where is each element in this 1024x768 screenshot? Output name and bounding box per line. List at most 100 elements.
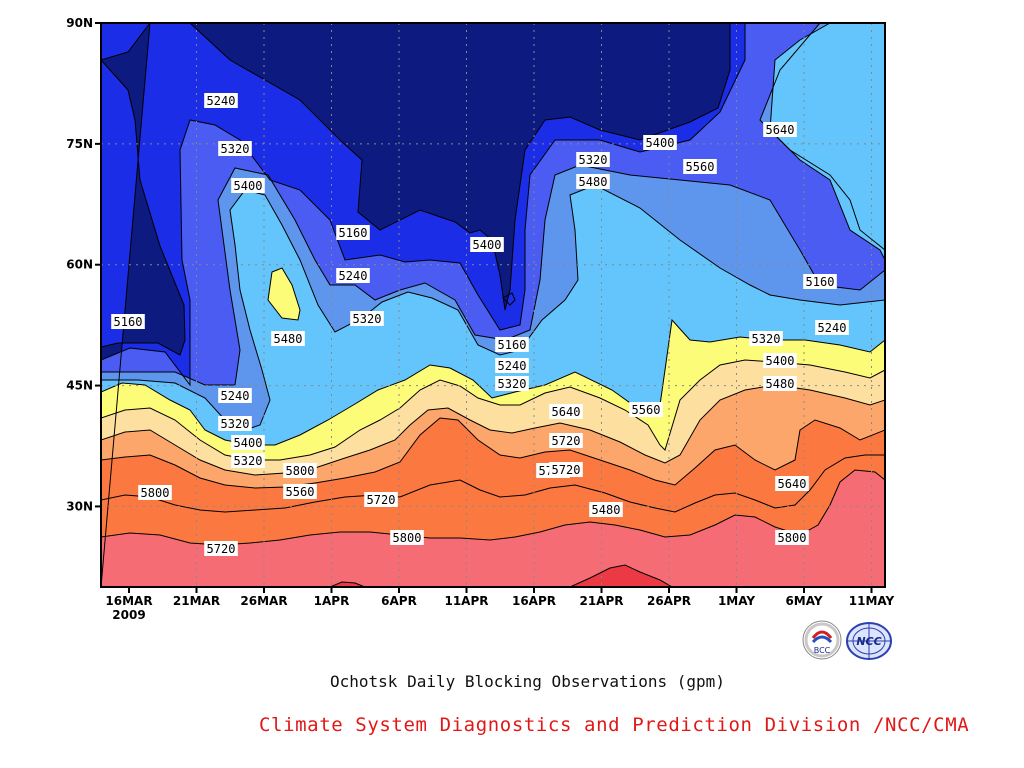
contour-label: 5640 [549,404,583,419]
x-year-label: 2009 [112,608,145,622]
x-tick-label: 16MAR [105,594,152,608]
contour-label: 5480 [271,331,305,346]
contour-label: 5320 [218,141,252,156]
svg-text:5240: 5240 [818,321,847,335]
y-tick-label: 60N [66,258,93,272]
band-5480-island [268,268,300,320]
contour-label: 5480 [589,502,623,517]
svg-text:5160: 5160 [339,226,368,240]
svg-text:5560: 5560 [686,160,715,174]
contour-label: 5320 [495,376,529,391]
contour-label: 5560 [629,402,663,417]
svg-text:5640: 5640 [766,123,795,137]
contour-label: 5800 [283,463,317,478]
svg-text:5720: 5720 [552,434,581,448]
contour-line [329,564,673,587]
x-tick-label: 11MAY [849,594,895,608]
band-above-5880 [330,565,672,587]
plot-frame [100,22,886,588]
svg-text:5320: 5320 [234,454,263,468]
x-tick-label: 1APR [314,594,350,608]
y-axis: 90N 75N 60N 45N 30N [66,16,101,513]
contour-line [101,454,885,587]
svg-text:5800: 5800 [393,531,422,545]
x-tick-label: 21MAR [173,594,220,608]
svg-text:5480: 5480 [592,503,621,517]
x-tick-label: 6APR [381,594,417,608]
y-tick-label: 45N [66,379,93,393]
svg-text:BCC: BCC [814,646,831,655]
contour-label: 5480 [763,376,797,391]
contour-bands [101,23,885,587]
x-tick-label: 26MAR [240,594,287,608]
contour-label: 5240 [495,358,529,373]
svg-text:5240: 5240 [339,269,368,283]
contour-line [267,267,301,321]
contour-labels: 5240 5320 5400 5160 5240 5320 5480 5160 5240 5320… [111,93,849,556]
svg-text:5240: 5240 [221,389,250,403]
svg-text:5320: 5320 [579,153,608,167]
svg-text:5320: 5320 [353,312,382,326]
x-tick-label: 11APR [444,594,488,608]
contour-line [101,469,885,587]
contour-line [101,318,885,587]
svg-text:5160: 5160 [114,315,143,329]
svg-text:5480: 5480 [579,175,608,189]
bcc-logo: BCC [802,620,842,660]
contour-label: 5160 [495,337,529,352]
contour-label: 5320 [749,331,783,346]
y-tick-label: 30N [66,499,93,513]
contour-line [101,23,885,587]
y-tick-label: 90N [66,16,93,30]
svg-text:5400: 5400 [234,436,263,450]
contour-line [101,384,885,587]
contour-label: 5720 [364,492,398,507]
contour-label: 5720 [549,433,583,448]
svg-text:5800: 5800 [141,486,170,500]
contour-label: 5240 [336,268,370,283]
contour-label: 5400 [643,135,677,150]
contour-line [101,417,885,587]
division-caption: Climate System Diagnostics and Predictio… [259,714,970,736]
contour-label: 5160 [803,274,837,289]
contour-label: 5320 [350,311,384,326]
x-tick-label: 21APR [579,594,623,608]
svg-text:5320: 5320 [221,417,250,431]
x-tick-label: 1MAY [718,594,755,608]
contour-label: 5720 [204,541,238,556]
contour-label: 5640 [763,122,797,137]
svg-text:5800: 5800 [286,464,315,478]
ncc-logo: NCC [846,622,892,660]
contour-label: 5720 [549,462,583,477]
contour-label: 5800 [138,485,172,500]
svg-text:5320: 5320 [752,332,781,346]
svg-text:5800: 5800 [778,531,807,545]
svg-text:5640: 5640 [552,405,581,419]
x-tick-label: 16APR [512,594,556,608]
svg-text:5720: 5720 [207,542,236,556]
contour-label: 5320 [218,416,252,431]
contour-label: 5400 [231,435,265,450]
svg-text:5560: 5560 [632,403,661,417]
contour-label: 5320 [231,453,265,468]
y-tick-label: 75N [66,137,93,151]
band-5880 [101,470,885,587]
contour-line [101,23,885,587]
svg-text:5320: 5320 [221,142,250,156]
contour-label: 5240 [218,388,252,403]
svg-text:5240: 5240 [207,94,236,108]
svg-text:5560: 5560 [286,485,315,499]
svg-text:5720: 5720 [552,463,581,477]
contour-label: 5480 [576,174,610,189]
svg-text:5160: 5160 [806,275,835,289]
svg-text:5320: 5320 [498,377,527,391]
svg-text:NCC: NCC [856,635,881,648]
contour-label: 5640 [775,476,809,491]
plot-caption: Ochotsk Daily Blocking Observations (gpm… [330,672,725,691]
svg-text:5480: 5480 [766,377,795,391]
contour-label: 5160 [336,225,370,240]
grid [101,23,885,587]
contour-label: 5160 [111,314,145,329]
x-tick-label: 26APR [647,594,691,608]
contour-label: 5560 [283,484,317,499]
